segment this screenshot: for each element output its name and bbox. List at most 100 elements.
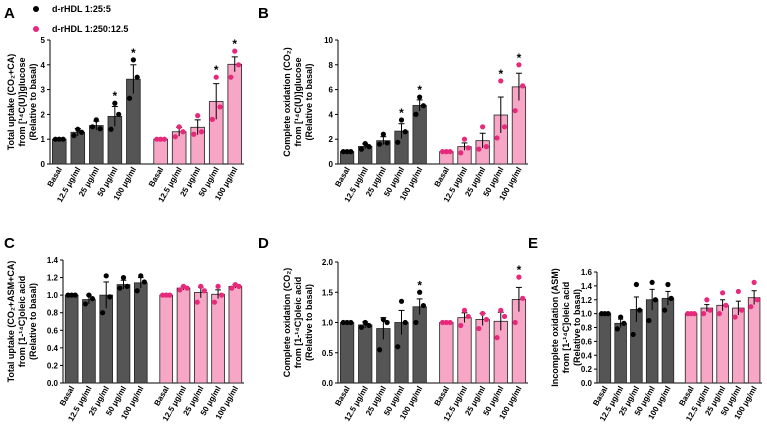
y-tick-label: 1.0 bbox=[47, 291, 59, 300]
bar bbox=[493, 320, 508, 384]
bar bbox=[228, 285, 243, 384]
legend-marker-2 bbox=[33, 26, 39, 32]
data-point bbox=[72, 292, 78, 298]
data-point bbox=[82, 301, 88, 307]
y-tick-label: 0.0 bbox=[322, 379, 334, 388]
bar bbox=[159, 294, 174, 384]
data-point bbox=[163, 292, 169, 298]
data-point bbox=[89, 124, 96, 130]
data-point bbox=[60, 136, 66, 142]
y-tick-label: 0.0 bbox=[47, 379, 59, 388]
data-point bbox=[621, 320, 627, 326]
y-tick-label: 0.2 bbox=[581, 365, 593, 374]
data-point bbox=[501, 124, 508, 130]
data-point bbox=[498, 307, 504, 313]
bar bbox=[193, 292, 208, 384]
y-tick-label: 2 bbox=[41, 110, 46, 119]
data-point bbox=[413, 319, 419, 326]
y-tick-label: 0.6 bbox=[47, 326, 59, 335]
data-point bbox=[213, 74, 219, 80]
data-point bbox=[748, 304, 754, 310]
data-point bbox=[217, 104, 223, 110]
bar bbox=[412, 306, 427, 384]
data-point bbox=[377, 347, 383, 353]
significance-star: * bbox=[417, 278, 422, 292]
data-point bbox=[384, 319, 390, 326]
bar bbox=[133, 282, 148, 384]
y-tick-label: 0.2 bbox=[47, 361, 59, 370]
bar bbox=[645, 299, 659, 384]
data-point bbox=[126, 95, 133, 101]
y-tick-label: 1.0 bbox=[322, 319, 334, 328]
y-tick-label: 0.4 bbox=[47, 344, 59, 353]
legend: d-rHDL 1:25:5 d-rHDL 1:250:12.5 bbox=[33, 4, 128, 34]
data-point bbox=[417, 289, 423, 295]
data-point bbox=[652, 297, 659, 303]
data-point bbox=[480, 310, 486, 317]
data-point bbox=[366, 144, 372, 150]
y-tick-label: 1.4 bbox=[581, 282, 593, 291]
data-point bbox=[395, 139, 401, 145]
data-point bbox=[215, 283, 221, 289]
bar bbox=[598, 313, 612, 384]
bar bbox=[358, 324, 373, 384]
x-tick-label: Basal bbox=[433, 166, 451, 189]
data-point bbox=[398, 298, 405, 304]
data-point bbox=[176, 124, 182, 130]
data-point bbox=[358, 146, 365, 152]
data-point bbox=[366, 322, 372, 329]
bar bbox=[339, 322, 355, 384]
data-point bbox=[116, 111, 122, 117]
panel-label-d: D bbox=[258, 235, 269, 252]
data-point bbox=[211, 299, 218, 305]
y-tick-label: 0.5 bbox=[322, 349, 334, 358]
data-point bbox=[79, 129, 85, 135]
data-point bbox=[439, 149, 446, 155]
chart-a-glucose-total-uptake: 0 1 2 3 4 5 Total uptake (CO₂+CA) from [¹⁴C(U)]… bbox=[6, 36, 244, 204]
data-point bbox=[483, 316, 489, 323]
data-point bbox=[167, 292, 173, 298]
data-point bbox=[614, 326, 620, 332]
data-point bbox=[716, 311, 722, 317]
data-point bbox=[134, 288, 140, 294]
data-point bbox=[161, 136, 168, 142]
data-point bbox=[754, 297, 760, 303]
y-tick-label: 0.8 bbox=[581, 324, 593, 333]
data-point bbox=[512, 108, 518, 114]
data-point bbox=[402, 129, 408, 135]
data-point bbox=[89, 296, 96, 302]
data-point bbox=[340, 319, 346, 326]
y-tick-label: 0.8 bbox=[47, 309, 59, 318]
data-point bbox=[194, 299, 200, 305]
data-point bbox=[461, 136, 468, 142]
data-point bbox=[516, 62, 522, 68]
bar bbox=[82, 299, 96, 384]
y-tick-label: 2 bbox=[329, 135, 334, 144]
chart-d-oleate-complete-oxidation: 0.0 0.5 1.0 1.5 2.0 Complete oxidation (CO₂) f… bbox=[282, 258, 528, 423]
significance-star: * bbox=[517, 263, 522, 277]
y-axis-label-line: Total uptake (CO₂+CA) bbox=[6, 54, 16, 151]
significance-star: * bbox=[399, 106, 404, 120]
data-point bbox=[209, 116, 215, 122]
data-point bbox=[447, 149, 453, 155]
data-point bbox=[191, 131, 197, 137]
data-point bbox=[362, 140, 368, 147]
significance-star: * bbox=[232, 37, 237, 51]
data-point bbox=[75, 126, 81, 132]
data-point bbox=[71, 132, 77, 139]
bar bbox=[153, 138, 168, 165]
data-point bbox=[480, 124, 486, 130]
data-point bbox=[195, 113, 201, 119]
y-tick-label: 6 bbox=[329, 86, 334, 95]
data-point bbox=[100, 310, 106, 316]
data-point bbox=[662, 307, 668, 313]
y-axis-label-line: from [1-¹⁴C]oleic acid bbox=[561, 282, 571, 373]
data-point bbox=[138, 273, 144, 279]
data-point bbox=[443, 319, 449, 326]
data-point bbox=[97, 126, 103, 132]
y-tick-label: 1.2 bbox=[581, 296, 593, 305]
data-point bbox=[120, 274, 127, 281]
data-point bbox=[172, 134, 178, 140]
y-tick-label: 2.0 bbox=[322, 258, 334, 267]
y-tick-label: 1.6 bbox=[581, 268, 593, 277]
